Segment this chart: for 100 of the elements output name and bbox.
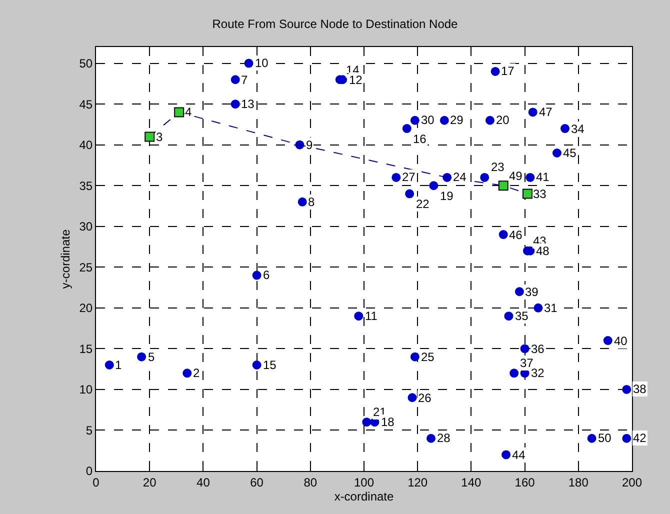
point [429,181,438,190]
annotation: 47 [539,105,553,119]
point [182,368,192,378]
point [174,107,184,118]
annotation: 39 [525,285,539,299]
x-tick-label: 60 [250,475,264,490]
annotation: 7 [241,73,248,87]
annotation: 44 [512,448,526,462]
point [298,197,307,206]
annotation: 10 [255,56,269,70]
annotation: 6 [263,268,270,282]
annotation: 25 [421,350,435,364]
annotation: 2 [193,366,200,380]
point [408,393,417,402]
point [440,116,449,125]
annotation: 22 [416,197,430,211]
point [560,124,570,134]
point [230,100,240,109]
annotation: 28 [437,431,451,445]
point [144,132,155,142]
y-tick-label: 10 [79,382,93,397]
point [526,172,535,182]
x-tick-label: 40 [196,475,210,490]
point [520,344,530,354]
annotation: 49 [509,169,523,183]
annotation: 40 [614,334,628,348]
annotation: 3 [156,130,163,144]
y-tick-label: 35 [79,178,93,193]
point [402,124,412,134]
point [552,148,562,158]
y-tick-label: 15 [79,342,93,356]
point [244,58,254,68]
point [392,172,401,182]
point [362,418,372,427]
y-tick-label: 40 [79,138,93,152]
y-tick-label: 25 [79,260,93,274]
annotation: 27 [402,170,416,184]
annotation: 33 [533,187,547,201]
point [354,312,364,321]
x-tick-label: 160 [514,475,536,490]
point [137,352,146,362]
annotation: 48 [536,244,550,258]
point [230,75,240,84]
annotation: 30 [421,113,435,127]
annotation: 26 [418,391,432,405]
point [502,450,511,460]
annotation: 46 [509,228,523,242]
point [504,312,514,321]
annotation: 31 [544,301,558,315]
chart-title: Route From Source Node to Destination Node [212,17,458,32]
y-tick-label: 30 [79,220,93,234]
annotation: 17 [501,64,515,78]
point [410,116,420,125]
annotation: 4 [185,105,192,119]
point [426,434,436,443]
annotation: 13 [241,97,255,111]
y-tick-label: 20 [79,301,93,316]
annotation: 50 [598,431,612,445]
x-tick-label: 120 [408,475,428,490]
point [522,188,532,199]
annotation: 1 [115,358,122,372]
annotation: 38 [633,382,647,396]
annotation: 15 [263,358,277,372]
x-tick-label: 20 [142,475,157,490]
annotation: 23 [491,160,505,174]
annotation: 19 [440,189,454,203]
point [410,352,420,362]
point [405,189,414,198]
annotation: 8 [308,195,315,209]
point [485,116,494,125]
point [528,108,538,117]
annotation: 41 [536,170,550,184]
point [252,270,262,280]
x-axis-title: x-cordinate [334,489,394,504]
annotation: 45 [563,146,577,160]
annotation: 36 [531,342,545,356]
point [622,384,632,394]
annotation: 35 [515,309,529,323]
point [480,172,490,182]
annotation: 37 [520,356,534,370]
y-tick-label: 0 [86,464,93,478]
annotation: 5 [148,350,155,364]
annotation: 16 [413,132,427,146]
x-tick-label: 100 [354,475,374,490]
point [498,230,508,240]
point [104,360,114,370]
x-tick-label: 180 [568,475,589,490]
annotation: 18 [381,415,395,429]
x-tick-label: 140 [461,475,482,490]
point [498,180,508,191]
annotation: 29 [450,113,464,127]
y-axis-title: y-cordinate [58,229,73,289]
point [442,172,452,182]
point [603,336,612,346]
annotation: 20 [496,113,510,127]
point [622,434,632,443]
point [587,434,596,443]
y-tick-label: 50 [79,56,93,71]
x-tick-label: 80 [304,475,318,490]
y-tick-label: 5 [86,423,93,438]
